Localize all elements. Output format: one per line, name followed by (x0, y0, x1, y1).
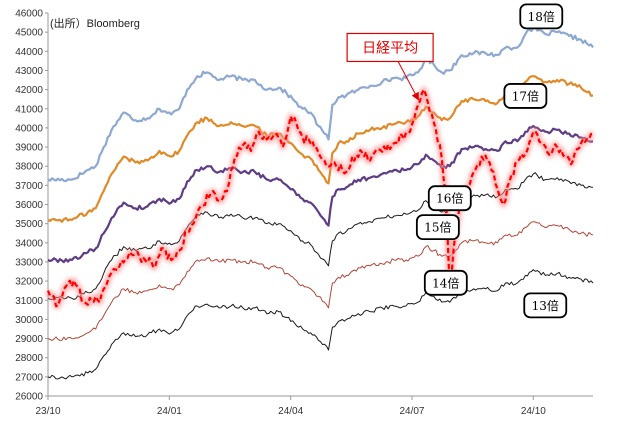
y-tick-label: 41000 (15, 104, 43, 115)
y-tick-label: 38000 (15, 162, 43, 173)
series-label-box (415, 214, 460, 241)
y-tick-label: 40000 (15, 123, 43, 134)
y-tick-label: 44000 (15, 47, 43, 58)
series-label-box (519, 3, 564, 30)
y-tick-label: 43000 (15, 66, 43, 77)
y-tick-label: 34000 (15, 238, 43, 249)
x-axis: 23/10 24/01 24/04 24/07 24/10 (35, 395, 593, 417)
y-tick-label: 45000 (15, 28, 43, 39)
series-label: 16倍 (436, 191, 463, 206)
series-line-17x (47, 75, 594, 223)
series-label-box (427, 185, 472, 212)
y-tick-label: 26000 (15, 392, 43, 403)
series-label: 13倍 (532, 298, 559, 313)
series-line-14x (47, 221, 594, 341)
x-tick-label: 24/07 (399, 406, 424, 417)
x-tick-label: 24/04 (278, 406, 303, 417)
x-tick-label: 24/01 (157, 406, 182, 417)
series-line-16x (47, 124, 594, 264)
y-tick-label: 28000 (15, 353, 43, 364)
y-tick-label: 37000 (15, 181, 43, 192)
nikkei-label-box (346, 32, 434, 63)
series-label-box (523, 292, 568, 319)
series-line-nikkei-glow (45, 86, 594, 309)
y-tick-label: 31000 (15, 296, 43, 307)
y-tick-label: 30000 (15, 315, 43, 326)
y-tick-label: 27000 (15, 372, 43, 383)
series-label: 17倍 (512, 88, 539, 103)
series-label-box (503, 83, 548, 109)
series-line-15x (47, 172, 594, 301)
y-tick-label: 39000 (15, 143, 43, 154)
series-layer (45, 26, 594, 380)
x-tick-label: 24/10 (521, 406, 546, 417)
label-layer: 18倍 17倍 16倍 15倍 14倍 13倍 日経平均 (346, 3, 568, 319)
source-note: (出所）Bloomberg (50, 16, 140, 30)
series-label: 15倍 (424, 220, 451, 235)
series-label: 18倍 (528, 9, 555, 24)
series-line-18x (47, 26, 594, 183)
nikkei-label: 日経平均 (362, 40, 418, 56)
series-line-13x (47, 269, 594, 380)
x-tick-label: 23/10 (35, 406, 60, 417)
series-label-box (423, 269, 468, 296)
y-tick-label: 32000 (15, 277, 43, 288)
y-tick-label: 36000 (15, 200, 43, 211)
y-tick-label: 29000 (15, 334, 43, 345)
series-line-nikkei (46, 88, 594, 308)
y-tick-label: 42000 (15, 85, 43, 96)
y-tick-label: 33000 (15, 257, 43, 268)
nikkei-arrow (397, 61, 419, 101)
series-label: 14倍 (432, 275, 459, 290)
y-axis: 26000 27000 28000 29000 30000 31000 32000 33000… (15, 9, 49, 403)
y-tick-label: 46000 (15, 9, 43, 20)
y-tick-label: 35000 (15, 219, 43, 230)
